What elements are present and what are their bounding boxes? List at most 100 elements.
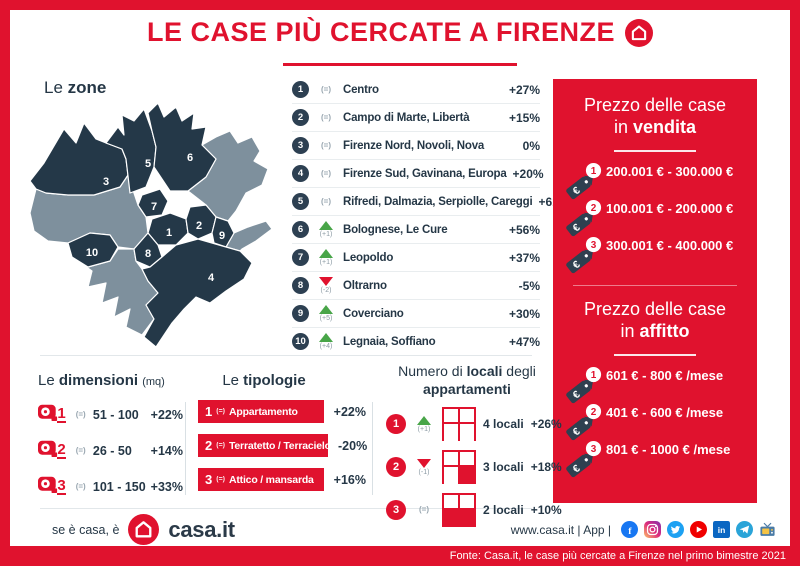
- twitter-icon[interactable]: [667, 521, 684, 538]
- svg-text:2: 2: [591, 203, 597, 214]
- svg-text:€: €: [571, 185, 583, 197]
- trend-up-icon: [319, 249, 333, 258]
- zone-change: +47%: [508, 334, 540, 349]
- panel-divider: [573, 285, 737, 286]
- footer-brand: se è casa, è casa.it: [52, 514, 235, 545]
- trend-up-icon: [319, 333, 333, 342]
- facebook-icon[interactable]: f: [621, 521, 638, 538]
- youtube-icon[interactable]: [690, 521, 707, 538]
- dimension-rank: 1: [57, 404, 66, 423]
- svg-text:in: in: [718, 525, 726, 535]
- typology-bar: 3 (=) Attico / mansarda: [198, 468, 324, 491]
- svg-text:€: €: [571, 259, 583, 271]
- zone-row-9: 9 (+5) Coverciano +30%: [292, 300, 540, 328]
- rooms-item-2: 2 (-1) 3 locali +18%: [386, 450, 562, 485]
- price-range: 601 € - 800 € /mese: [606, 368, 724, 383]
- divider-bottom: [40, 508, 532, 509]
- zone-ranking-list: 1 (=) Centro +27% 2 (=) Campo di Marte, …: [292, 76, 569, 355]
- map-zone-label-4: 4: [208, 272, 215, 284]
- header: LE CASE PIÙ CERCATE A FIRENZE: [0, 17, 800, 48]
- svg-text:€: €: [571, 389, 583, 401]
- price-panel: Prezzo delle case in vendita € 1 200.001…: [553, 79, 757, 503]
- price-range: 401 € - 600 € /mese: [606, 405, 724, 420]
- svg-text:2: 2: [591, 407, 597, 418]
- zone-name: Bolognese, Le Cure: [343, 223, 448, 236]
- tv-icon[interactable]: [759, 521, 776, 538]
- brand-tagline: se è casa, è: [52, 522, 120, 537]
- map-zone-label-9: 9: [219, 230, 225, 242]
- price-tag-icon: € 2: [566, 403, 602, 441]
- svg-text:€: €: [571, 222, 583, 234]
- zone-change: -5%: [518, 278, 540, 293]
- trend-equal-label: (=): [321, 168, 331, 178]
- sale-title: Prezzo delle case in vendita: [583, 95, 727, 137]
- typology-change: -20%: [338, 438, 368, 453]
- rank-badge: 9: [292, 305, 309, 322]
- rank-badge: 8: [292, 277, 309, 294]
- divider-top: [40, 355, 532, 356]
- dimension-item-1: 1 (=) 51 - 100 +22%: [38, 404, 183, 425]
- window-panes-icon: [442, 407, 476, 442]
- rooms-rank-badge: 2: [386, 457, 406, 477]
- telegram-icon[interactable]: [736, 521, 753, 538]
- instagram-icon[interactable]: [644, 521, 661, 538]
- svg-text:3: 3: [591, 444, 597, 455]
- typology-item-2: 2 (=) Terratetto / Terracielo -20%: [198, 434, 368, 457]
- sale-title-underline: [614, 150, 696, 152]
- zone-change: +30%: [508, 306, 540, 321]
- trend-equal-label: (=): [216, 442, 225, 449]
- typologies-section: Le tipologie 1 (=) Appartamento +22% 2 (…: [198, 372, 368, 491]
- linkedin-icon[interactable]: in: [713, 521, 730, 538]
- trend-up-icon: [319, 221, 333, 230]
- source-bar: Fonte: Casa.it, le case più cercate a Fi…: [0, 546, 800, 566]
- map-zone-label-6: 6: [187, 152, 193, 164]
- trend-equal-label: (=): [321, 196, 331, 206]
- zone-row-2: 2 (=) Campo di Marte, Libertà +15%: [292, 104, 540, 132]
- rooms-change: +10%: [530, 503, 562, 517]
- trend-equal-label: (=): [216, 408, 225, 415]
- typologies-heading: Le tipologie: [222, 372, 306, 389]
- zone-name: Coverciano: [343, 307, 404, 320]
- rooms-heading: Numero di locali degli appartamenti: [398, 363, 536, 397]
- map-zone-label-8: 8: [145, 248, 151, 260]
- rooms-change: +18%: [530, 460, 562, 474]
- typology-change: +16%: [333, 472, 366, 487]
- trend-equal-label: (=): [75, 482, 86, 491]
- svg-text:€: €: [571, 463, 583, 475]
- dimension-change: +14%: [150, 443, 183, 458]
- zone-change: +27%: [508, 82, 540, 97]
- zone-name: Rifredi, Dalmazia, Serpiolle, Careggi: [343, 195, 533, 208]
- svg-text:€: €: [571, 426, 583, 438]
- rank-badge: 1: [292, 81, 309, 98]
- map-zone-label-1: 1: [166, 227, 172, 239]
- zone-name: Oltrarno: [343, 279, 387, 292]
- dimension-rank: 2: [57, 440, 66, 459]
- casa-it-house-icon: [625, 18, 654, 47]
- map-zone-label-2: 2: [196, 220, 202, 232]
- price-range: 300.001 € - 400.000 €: [606, 238, 734, 253]
- trend-up-icon: [319, 305, 333, 314]
- rooms-item-3: 3 (=) 2 locali +10%: [386, 493, 562, 528]
- divider-vertical-1: [185, 402, 186, 495]
- footer-links: www.casa.it | App | f in: [511, 521, 776, 538]
- zone-change: 0%: [522, 138, 540, 153]
- rent-price-item-1: € 1 601 € - 800 € /mese: [565, 366, 757, 404]
- zone-name: Leopoldo: [343, 251, 394, 264]
- rank-badge: 3: [292, 137, 309, 154]
- zone-name: Firenze Nord, Novoli, Nova: [343, 139, 485, 152]
- zone-name: Firenze Sud, Gavinana, Europa: [343, 167, 507, 180]
- dimension-range: 26 - 50: [92, 443, 132, 458]
- typology-item-3: 3 (=) Attico / mansarda +16%: [198, 468, 366, 491]
- window-panes-icon: [442, 450, 476, 485]
- website-app-link[interactable]: www.casa.it | App |: [510, 522, 611, 537]
- rank-badge: 7: [292, 249, 309, 266]
- trend-down-icon: [417, 458, 431, 468]
- zone-change: +56%: [508, 222, 540, 237]
- price-tag-icon: € 1: [566, 366, 602, 404]
- sale-price-item-3: € 3 300.001 € - 400.000 €: [565, 236, 757, 274]
- trend-equal-label: (=): [321, 112, 331, 122]
- rooms-change: +26%: [530, 417, 562, 431]
- tape-measure-icon: [38, 476, 58, 494]
- page-title: LE CASE PIÙ CERCATE A FIRENZE: [146, 17, 616, 47]
